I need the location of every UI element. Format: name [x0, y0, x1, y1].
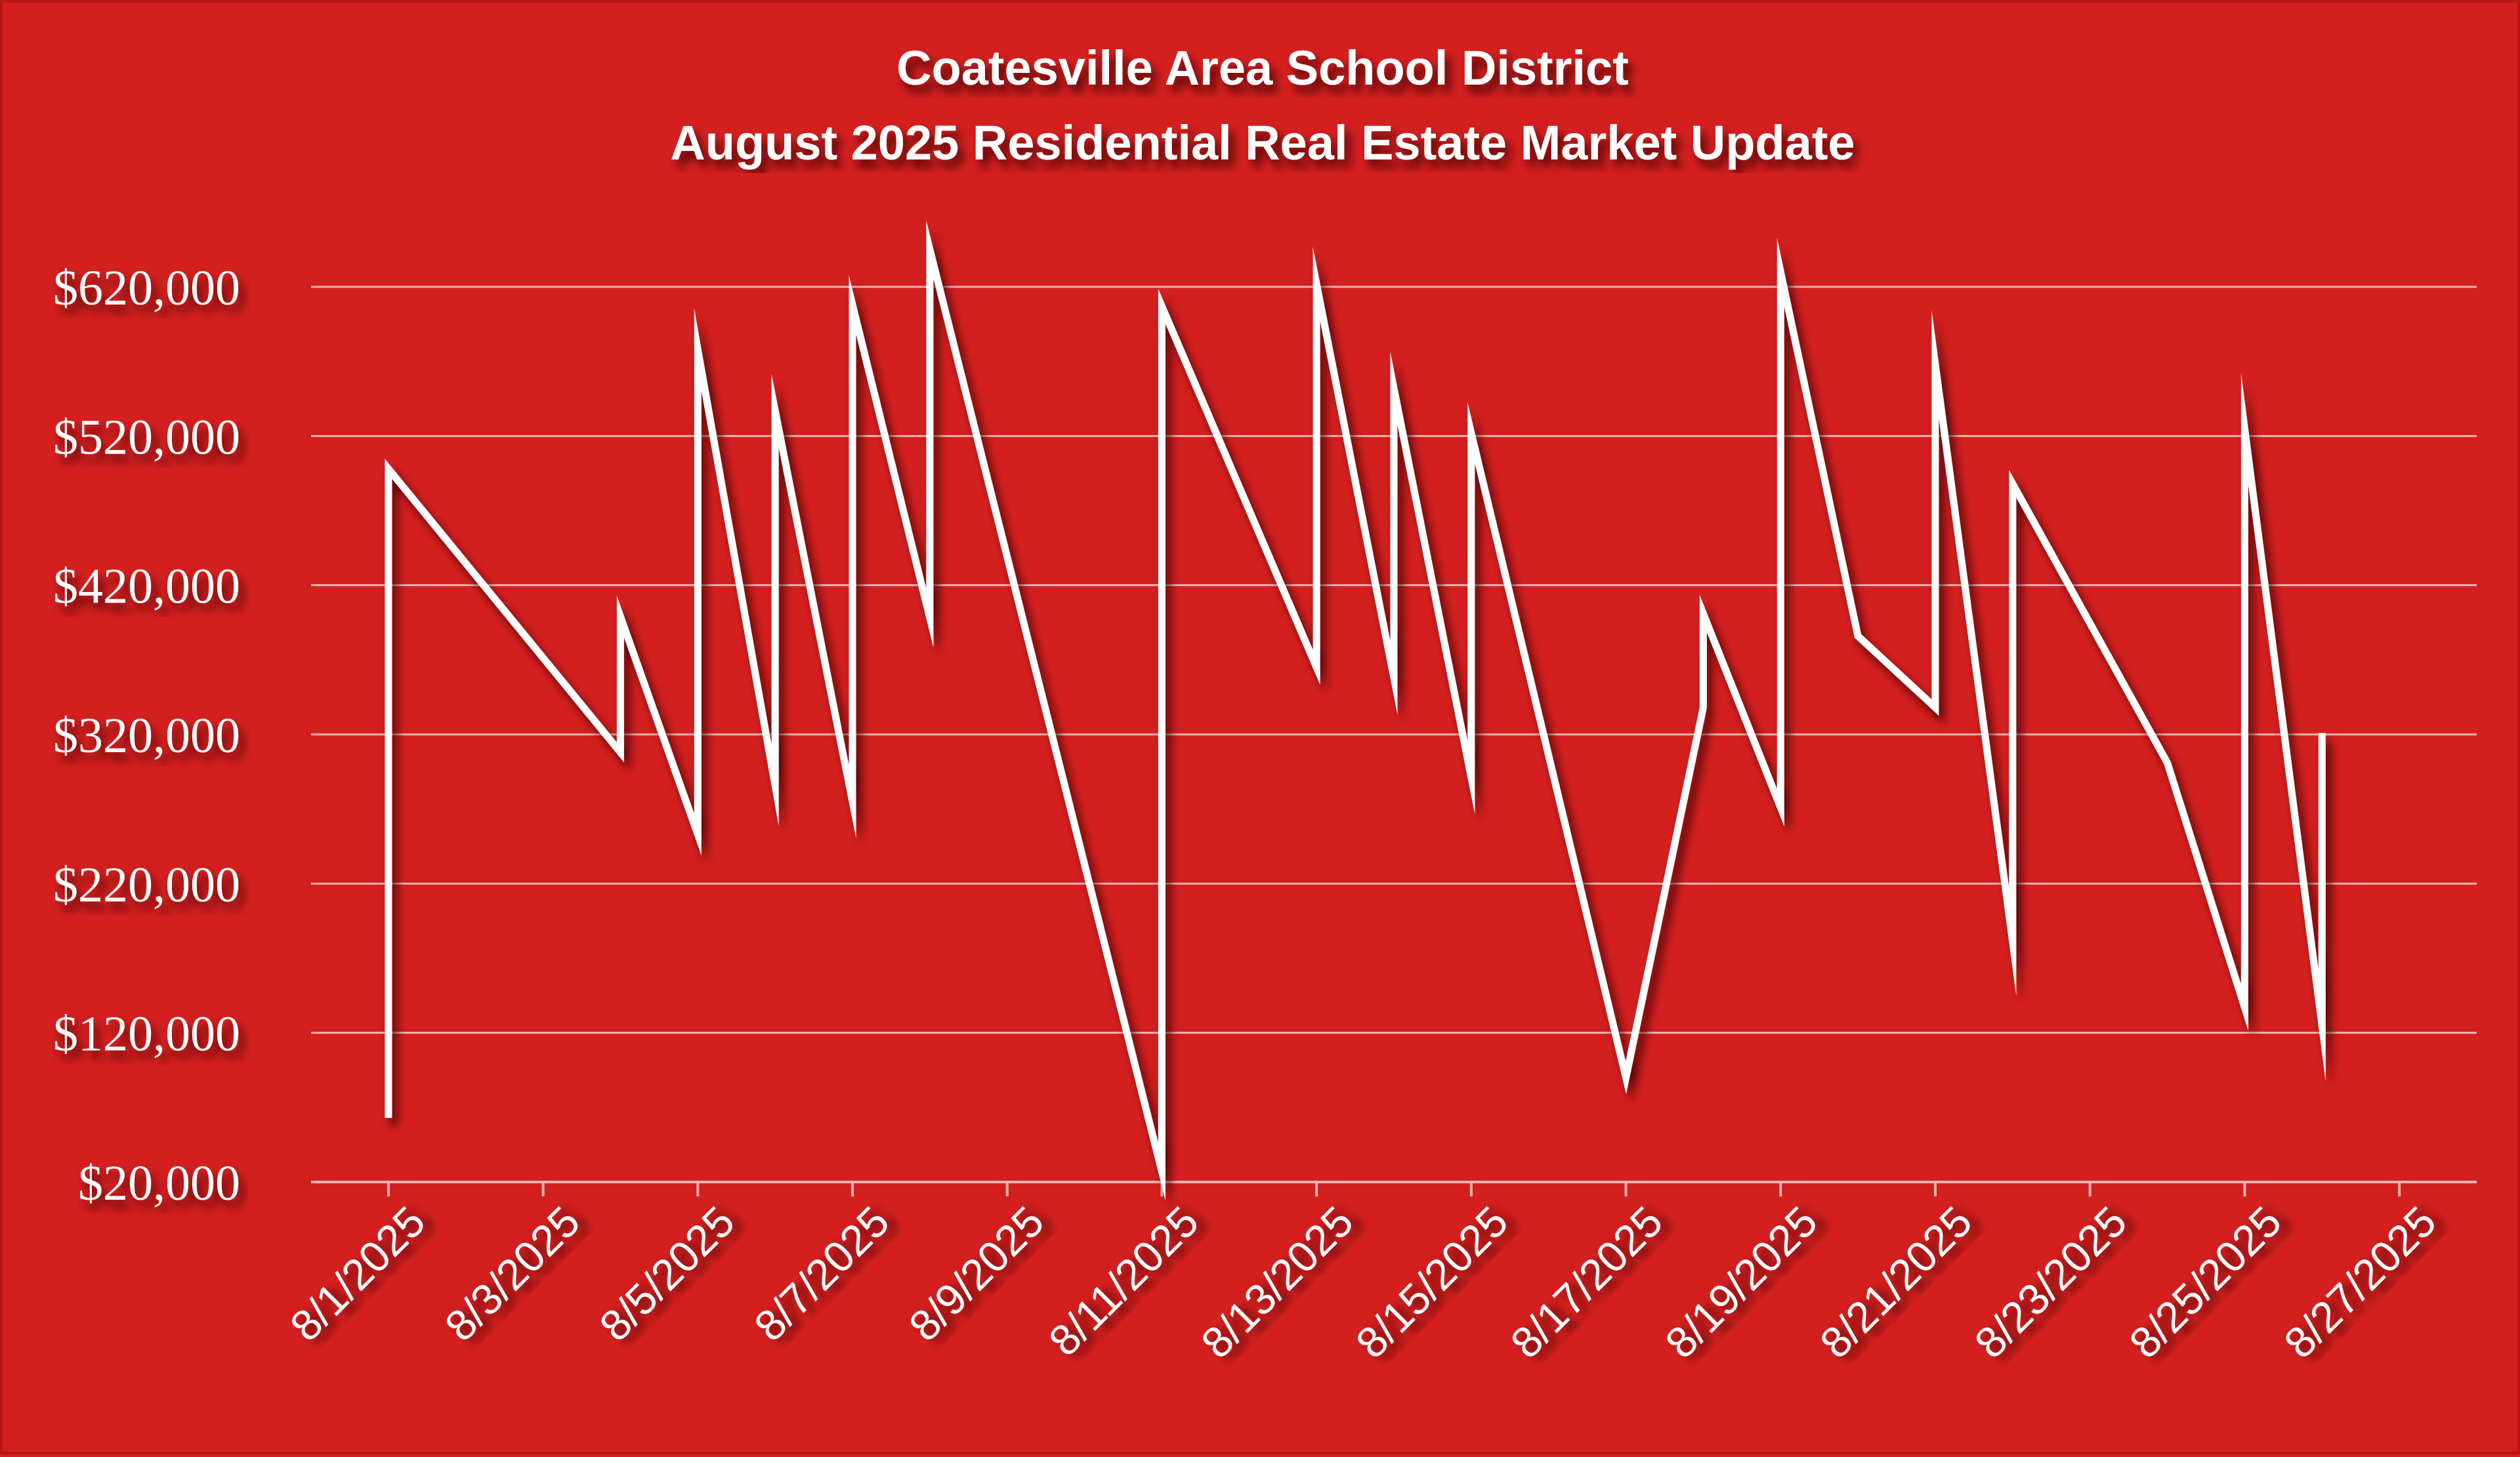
- x-tick-label: 8/19/2025: [1656, 1197, 1826, 1368]
- y-tick-label: $320,000: [53, 708, 240, 763]
- chart-title-line-2: August 2025 Residential Real Estate Mark…: [670, 116, 1855, 170]
- y-tick-label: $120,000: [53, 1007, 240, 1062]
- x-tick-label: 8/1/2025: [281, 1197, 434, 1351]
- line-chart: Coatesville Area School District August 2…: [3, 3, 2520, 1457]
- x-tick-label: 8/5/2025: [590, 1197, 744, 1351]
- y-tick-label: $420,000: [53, 559, 240, 614]
- y-tick-label: $620,000: [53, 261, 240, 316]
- chart-title: Coatesville Area School District August 2…: [670, 41, 1855, 170]
- y-tick-label: $220,000: [53, 857, 240, 912]
- x-tick-label: 8/21/2025: [1811, 1197, 1981, 1368]
- x-tick-label: 8/17/2025: [1502, 1197, 1672, 1368]
- x-tick-label: 8/25/2025: [2120, 1197, 2290, 1368]
- x-tick-label: 8/13/2025: [1192, 1197, 1362, 1368]
- x-tick-label: 8/3/2025: [435, 1197, 589, 1351]
- x-tick-label: 8/27/2025: [2275, 1197, 2445, 1368]
- x-tick-label: 8/11/2025: [1040, 1197, 1208, 1365]
- x-tick-label: 8/9/2025: [900, 1197, 1053, 1351]
- x-tick-label: 8/23/2025: [1965, 1197, 2136, 1368]
- y-axis: $20,000 $120,000 $220,000 $320,000 $420,000 $…: [53, 261, 240, 1211]
- x-tick-label: 8/7/2025: [745, 1197, 898, 1351]
- y-tick-label: $20,000: [78, 1156, 240, 1211]
- y-tick-label: $520,000: [53, 410, 240, 465]
- chart-title-line-1: Coatesville Area School District: [896, 41, 1629, 95]
- x-tick-label: 8/15/2025: [1347, 1197, 1517, 1368]
